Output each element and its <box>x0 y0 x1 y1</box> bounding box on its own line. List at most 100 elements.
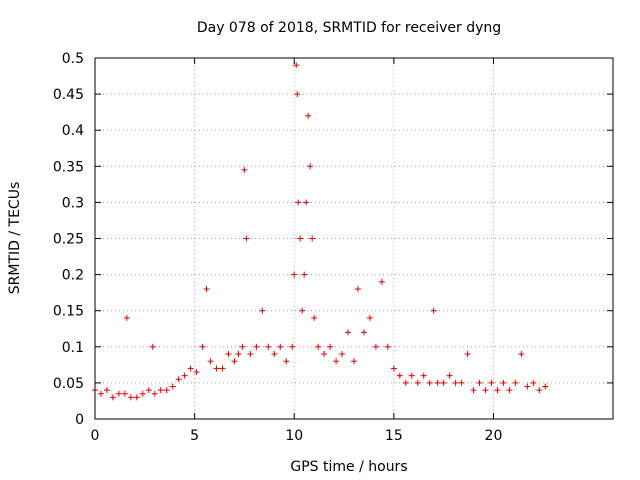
data-point <box>243 235 250 242</box>
data-point <box>402 379 409 386</box>
data-point <box>265 343 272 350</box>
data-point <box>476 379 483 386</box>
data-point <box>542 383 549 390</box>
data-point <box>430 307 437 314</box>
x-tick-label: 20 <box>485 428 503 444</box>
x-tick-label: 10 <box>285 428 303 444</box>
data-point <box>354 286 361 293</box>
data-points <box>92 62 549 401</box>
data-point <box>283 358 290 365</box>
data-point <box>301 271 308 278</box>
data-point <box>309 235 316 242</box>
data-point <box>193 369 200 376</box>
data-point <box>181 372 188 379</box>
data-point <box>109 394 116 401</box>
data-point <box>351 358 357 365</box>
data-point <box>291 271 298 278</box>
data-point <box>366 314 373 321</box>
data-point <box>247 351 254 358</box>
data-point <box>518 351 525 358</box>
data-point <box>163 387 170 394</box>
data-point <box>297 235 304 242</box>
data-point <box>396 372 403 379</box>
data-point <box>127 394 134 401</box>
y-tick-label: 0.15 <box>53 304 84 320</box>
data-point <box>446 372 453 379</box>
data-point <box>253 343 260 350</box>
data-point <box>115 390 122 397</box>
data-point <box>277 343 284 350</box>
data-point <box>151 390 158 397</box>
data-point <box>219 365 226 372</box>
data-point <box>426 379 433 386</box>
data-point <box>488 379 495 386</box>
data-point <box>169 383 176 390</box>
y-tick-label: 0.3 <box>62 195 84 211</box>
data-point <box>103 387 110 394</box>
data-point <box>345 329 352 336</box>
data-point <box>225 351 232 358</box>
data-point <box>213 365 220 372</box>
data-point <box>494 387 501 394</box>
data-point <box>187 365 194 372</box>
data-point <box>199 343 206 350</box>
data-point <box>333 358 340 365</box>
data-point <box>145 387 152 394</box>
x-axis-label: GPS time / hours <box>290 459 407 475</box>
data-point <box>524 383 531 390</box>
data-point <box>464 351 471 358</box>
data-point <box>139 390 146 397</box>
data-point <box>203 286 210 293</box>
data-point <box>311 314 318 321</box>
data-point <box>372 343 379 350</box>
y-tick-label: 0.05 <box>53 376 84 392</box>
data-point <box>482 387 489 394</box>
data-point <box>390 365 397 372</box>
data-point <box>536 387 543 394</box>
data-point <box>500 379 507 386</box>
data-point <box>299 307 306 314</box>
data-point <box>149 343 156 350</box>
y-tick-label: 0 <box>75 412 84 428</box>
data-point <box>207 358 214 365</box>
data-point <box>512 379 519 386</box>
chart-title: Day 078 of 2018, SRMTID for receiver dyn… <box>197 20 501 36</box>
data-point <box>295 199 302 206</box>
data-point <box>408 372 415 379</box>
y-tick-label: 0.2 <box>62 268 84 284</box>
data-point <box>305 112 312 119</box>
data-point <box>121 390 128 397</box>
data-point <box>97 390 104 397</box>
data-point <box>231 358 238 365</box>
data-point <box>259 307 266 314</box>
y-axis-label: SRMTID / TECUs <box>7 182 23 295</box>
data-point <box>434 379 441 386</box>
data-point <box>452 379 459 386</box>
data-point <box>327 343 334 350</box>
data-point <box>175 376 182 383</box>
data-point <box>235 351 242 358</box>
data-point <box>123 314 130 321</box>
data-point <box>307 163 314 170</box>
data-point <box>289 343 296 350</box>
y-tick-label: 0.1 <box>62 340 84 356</box>
data-point <box>294 91 301 98</box>
data-point <box>360 329 367 336</box>
y-tick-label: 0.45 <box>53 87 84 103</box>
data-point <box>506 387 513 394</box>
data-point <box>339 351 346 358</box>
data-point <box>458 379 465 386</box>
data-point <box>420 372 427 379</box>
data-point <box>440 379 447 386</box>
data-point <box>315 343 322 350</box>
grid-lines <box>95 58 613 419</box>
y-tick-label: 0.35 <box>53 159 84 175</box>
data-point <box>241 166 248 173</box>
data-point <box>157 387 164 394</box>
data-point <box>378 278 385 285</box>
axis-ticks: 0 5 10 15 20 0 0.05 0.1 0.15 0.2 0.25 0.3 0.35 0.4 0.4… <box>53 51 613 444</box>
y-tick-label: 0.25 <box>53 232 84 248</box>
data-point <box>303 199 310 206</box>
